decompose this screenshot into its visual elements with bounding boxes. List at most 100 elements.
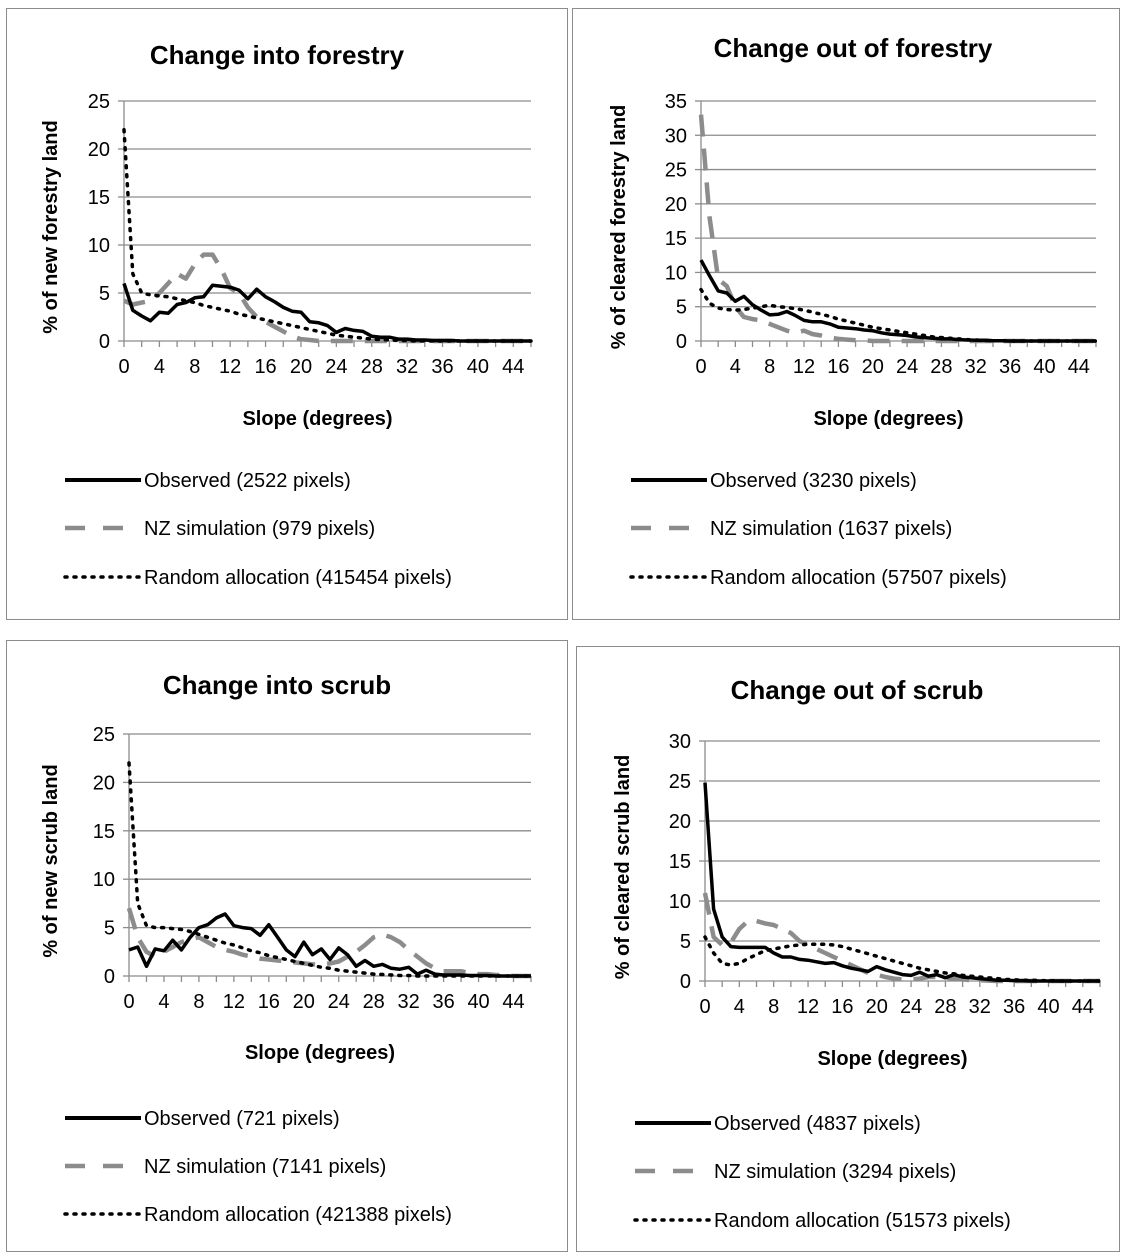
- legend-label: Random allocation (51573 pixels): [714, 1210, 1011, 1232]
- legend-label: Random allocation (57507 pixels): [710, 567, 1007, 589]
- y-tick-label: 25: [93, 724, 115, 746]
- y-tick-label: 30: [665, 125, 687, 147]
- x-tick-label: 40: [1037, 996, 1059, 1018]
- chart-title: Change out of scrub: [731, 675, 984, 705]
- chart-panel-into-forestry: Change into forestry 0 5 10 15 20 25 0 4 8 12 16 20 2…: [6, 8, 568, 620]
- legend-label: NZ simulation (1637 pixels): [710, 518, 952, 540]
- y-tick-label: 10: [669, 891, 691, 913]
- y-tick-label: 20: [88, 139, 110, 161]
- x-tick-label: 20: [290, 356, 312, 378]
- y-tick-label: 0: [680, 971, 691, 993]
- y-tick-label: 5: [680, 931, 691, 953]
- x-tick-label: 40: [467, 991, 489, 1013]
- x-tick-label: 12: [793, 356, 815, 378]
- series-line-dashed: [126, 907, 531, 979]
- y-axis-label: % of new forestry land: [40, 120, 62, 333]
- x-tick-label: 28: [934, 996, 956, 1018]
- legend-label: Random allocation (421388 pixels): [144, 1204, 452, 1226]
- x-axis-label: Slope (degrees): [817, 1048, 967, 1070]
- x-tick-label: 20: [862, 356, 884, 378]
- x-tick-label: 4: [154, 356, 165, 378]
- y-tick-label: 35: [665, 91, 687, 113]
- x-tick-label: 16: [827, 356, 849, 378]
- chart-panel-out-of-forestry: Change out of forestry 0 5 10 15 20 25 30 35 0 4 8 1…: [572, 8, 1120, 620]
- x-axis-label: Slope (degrees): [245, 1042, 395, 1064]
- x-tick-label: 4: [730, 356, 741, 378]
- x-tick-label: 0: [695, 356, 706, 378]
- legend-label: Observed (4837 pixels): [714, 1113, 921, 1135]
- series-line-dotted: [127, 761, 533, 978]
- y-tick-label: 15: [669, 851, 691, 873]
- x-tick-label: 20: [866, 996, 888, 1018]
- x-tick-label: 0: [118, 356, 129, 378]
- x-tick-label: 20: [293, 991, 315, 1013]
- x-tick-label: 32: [969, 996, 991, 1018]
- series-line-dotted: [122, 128, 533, 343]
- x-tick-label: 16: [258, 991, 280, 1013]
- x-tick-label: 36: [1003, 996, 1025, 1018]
- x-tick-label: 0: [699, 996, 710, 1018]
- y-axis-label: % of cleared forestry land: [608, 105, 630, 350]
- y-tick-label: 25: [665, 160, 687, 182]
- x-tick-label: 44: [502, 356, 524, 378]
- x-tick-label: 28: [361, 356, 383, 378]
- chart-title: Change into forestry: [150, 40, 405, 70]
- y-tick-label: 5: [104, 918, 115, 940]
- chart-into-forestry: Change into forestry 0 5 10 15 20 25 0 4 8 12 16 20 2…: [40, 40, 533, 589]
- legend-label: Observed (3230 pixels): [710, 470, 917, 492]
- y-tick-label: 25: [669, 771, 691, 793]
- x-tick-label: 36: [999, 356, 1021, 378]
- x-tick-label: 44: [1068, 356, 1090, 378]
- legend-label: NZ simulation (979 pixels): [144, 518, 375, 540]
- x-tick-label: 36: [431, 356, 453, 378]
- x-axis-label: Slope (degrees): [242, 408, 392, 430]
- x-tick-label: 24: [325, 356, 347, 378]
- x-tick-label: 12: [219, 356, 241, 378]
- y-tick-label: 30: [669, 731, 691, 753]
- x-tick-label: 8: [189, 356, 200, 378]
- y-tick-label: 10: [88, 235, 110, 257]
- y-tick-label: 0: [676, 331, 687, 353]
- x-tick-label: 28: [930, 356, 952, 378]
- series-line-solid: [122, 282, 531, 343]
- series-line-dashed: [123, 252, 531, 344]
- legend-label: NZ simulation (3294 pixels): [714, 1161, 956, 1183]
- y-tick-label: 0: [104, 966, 115, 988]
- series-line-solid: [703, 782, 1100, 983]
- y-axis-label: % of new scrub land: [40, 764, 62, 957]
- chart-panel-into-scrub: Change into scrub 0 5 10 15 20 25 0 4 8 12 16 20 24 28…: [6, 640, 568, 1252]
- x-tick-label: 8: [193, 991, 204, 1013]
- x-tick-label: 36: [432, 991, 454, 1013]
- series-line-dashed: [702, 892, 1100, 984]
- x-tick-label: 24: [900, 996, 922, 1018]
- x-tick-label: 44: [502, 991, 524, 1013]
- x-tick-label: 32: [398, 991, 420, 1013]
- y-tick-label: 15: [88, 187, 110, 209]
- x-tick-label: 28: [363, 991, 385, 1013]
- x-tick-label: 24: [896, 356, 918, 378]
- y-tick-label: 10: [665, 262, 687, 284]
- x-tick-label: 24: [328, 991, 350, 1013]
- series-line-solid: [128, 912, 531, 978]
- y-tick-label: 20: [665, 194, 687, 216]
- x-tick-label: 8: [764, 356, 775, 378]
- chart-title: Change into scrub: [163, 670, 391, 700]
- y-tick-label: 0: [99, 331, 110, 353]
- legend-label: Random allocation (415454 pixels): [144, 567, 452, 589]
- x-tick-label: 16: [831, 996, 853, 1018]
- chart-into-scrub: Change into scrub 0 5 10 15 20 25 0 4 8 12 16 20 24 28…: [40, 670, 533, 1226]
- x-tick-label: 12: [223, 991, 245, 1013]
- chart-title: Change out of forestry: [714, 33, 993, 63]
- x-axis-label: Slope (degrees): [813, 408, 963, 430]
- x-tick-label: 40: [1033, 356, 1055, 378]
- y-tick-label: 10: [93, 869, 115, 891]
- x-tick-label: 8: [768, 996, 779, 1018]
- y-tick-label: 5: [99, 283, 110, 305]
- chart-out-of-scrub: Change out of scrub 0 5 10 15 20 25 30 0 4 8 12 16 20…: [612, 675, 1102, 1232]
- x-tick-label: 40: [467, 356, 489, 378]
- legend-label: NZ simulation (7141 pixels): [144, 1156, 386, 1178]
- y-axis-label: % of cleared scrub land: [612, 755, 634, 980]
- x-tick-label: 4: [734, 996, 745, 1018]
- y-tick-label: 15: [93, 821, 115, 843]
